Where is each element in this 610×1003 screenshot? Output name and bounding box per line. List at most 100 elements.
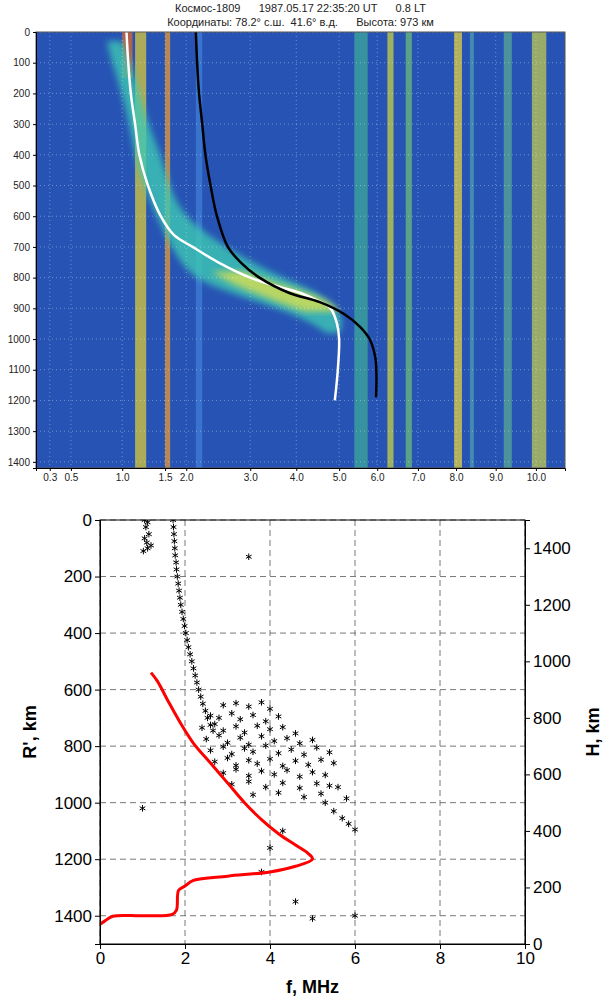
tick-label: 1200 — [533, 596, 571, 615]
grid-line — [440, 520, 441, 944]
tick: 400 — [13, 150, 36, 161]
data-point — [318, 756, 324, 763]
tick-mark — [377, 468, 378, 471]
tick: 2.0 — [180, 468, 194, 483]
tick-mark — [165, 468, 166, 471]
grid-line — [377, 32, 378, 468]
tick-mark — [95, 916, 100, 917]
data-point — [198, 693, 204, 700]
data-point — [216, 715, 222, 722]
tick-label: 800 — [13, 272, 30, 283]
x-axis-line — [101, 945, 526, 950]
tick-label: 5.0 — [333, 472, 347, 483]
data-point — [242, 729, 248, 736]
tick: 6 — [351, 944, 360, 968]
tick: 0.3 — [43, 468, 57, 483]
grid-line — [36, 308, 565, 309]
tick-label: 1400 — [54, 907, 92, 926]
data-point — [280, 780, 286, 787]
data-point — [225, 755, 231, 762]
tick-mark — [33, 339, 36, 340]
data-point — [314, 744, 320, 751]
tick: 800 — [13, 272, 36, 283]
plot-frame — [36, 32, 565, 468]
grid-line — [100, 802, 525, 803]
plot-area — [36, 32, 565, 468]
grid — [100, 520, 525, 944]
grid-line — [36, 154, 565, 155]
tick-mark — [50, 468, 51, 471]
y-axis-line — [95, 521, 101, 945]
data-point — [322, 772, 328, 779]
tick: 4 — [266, 944, 275, 968]
tick-label: 100 — [13, 57, 30, 68]
interference-band — [387, 32, 393, 468]
data-point — [310, 769, 316, 776]
grid-line — [417, 32, 418, 468]
tick-mark — [33, 63, 36, 64]
data-point — [210, 727, 216, 734]
tick-mark — [525, 944, 530, 945]
tick: 900 — [13, 303, 36, 314]
data-point — [297, 740, 303, 747]
tick: 400 — [64, 624, 100, 643]
data-point — [212, 721, 218, 728]
data-point — [288, 746, 294, 753]
data-point — [293, 898, 299, 905]
data-point — [172, 552, 178, 559]
data-point — [233, 766, 239, 773]
data-point — [140, 548, 146, 555]
data-point — [174, 573, 180, 580]
tick-label: 4 — [266, 949, 275, 968]
data-point — [146, 531, 152, 538]
tick-mark — [95, 633, 100, 634]
tick-label: 1400 — [8, 457, 31, 468]
echo-trace — [107, 41, 342, 333]
tick-label: 0 — [24, 27, 30, 38]
tick-mark — [525, 831, 530, 832]
tick: 200 — [525, 878, 561, 897]
tick-label: 0 — [83, 511, 92, 530]
grid-line — [250, 32, 251, 468]
tick-mark — [33, 32, 36, 33]
data-point — [182, 623, 188, 630]
grid-line — [49, 32, 50, 468]
tick-label: 1400 — [533, 539, 571, 558]
tick: 3.0 — [244, 468, 258, 483]
grid-line — [36, 369, 565, 370]
data-point — [179, 609, 185, 616]
tick-mark — [95, 746, 100, 747]
data-point — [220, 702, 226, 709]
tick: 600 — [64, 681, 100, 700]
data-point — [220, 743, 226, 750]
data-point — [237, 716, 243, 723]
data-point — [200, 700, 206, 707]
tick-label: 400 — [64, 624, 92, 643]
grid-line — [100, 576, 525, 577]
tick: 600 — [13, 211, 36, 222]
grid-line — [456, 32, 457, 468]
tick: 800 — [525, 709, 561, 728]
data-point — [267, 706, 273, 713]
tick: 2 — [181, 944, 190, 968]
data-point — [259, 768, 265, 775]
tick-mark — [33, 370, 36, 371]
data-point — [194, 679, 200, 686]
tick-mark — [186, 468, 187, 471]
grid-line — [355, 520, 356, 944]
data-point — [186, 644, 192, 651]
data-point — [203, 736, 209, 743]
tick-mark — [456, 468, 457, 471]
data-point — [346, 821, 352, 828]
grid-line — [36, 216, 565, 217]
data-point — [144, 539, 150, 546]
y-axis-line — [33, 33, 37, 469]
tick-label: 200 — [533, 878, 561, 897]
data-point — [143, 524, 149, 531]
data-point — [237, 734, 243, 741]
tick: 800 — [64, 737, 100, 756]
data-point — [246, 773, 252, 780]
figure: Космос-1809 1987.05.17 22:35:20 UT 0.8 L… — [0, 0, 610, 1003]
plot-frame — [100, 520, 525, 944]
grid-line — [70, 32, 71, 468]
